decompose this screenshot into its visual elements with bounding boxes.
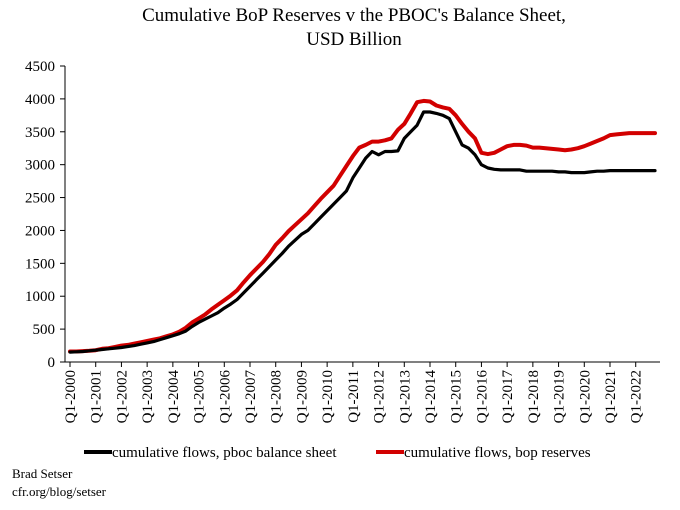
x-tick-label: Q1-2012 [372, 370, 388, 423]
x-tick-label: Q1-2005 [192, 370, 208, 423]
x-tick-label: Q1-2009 [294, 370, 310, 423]
y-tick-label: 1000 [25, 289, 55, 305]
x-tick-label: Q1-2020 [577, 370, 593, 423]
x-tick-label: Q1-2013 [397, 370, 413, 423]
x-axis: Q1-2000 Q1-2001 Q1-2002 Q1-2003 Q1-2004 Q1-20… [63, 361, 660, 424]
x-tick-label: Q1-2003 [140, 370, 156, 423]
x-tick-label: Q1-2004 [166, 370, 182, 424]
legend: cumulative flows, pboc balance sheet cum… [84, 445, 591, 461]
x-tick-label: Q1-2011 [346, 370, 362, 423]
x-tick-label: Q1-2006 [217, 370, 233, 424]
y-tick-label: 2000 [25, 223, 55, 239]
y-tick-label: 2500 [25, 191, 55, 207]
x-tick-label: Q1-2019 [552, 370, 568, 423]
y-tick-label: 3000 [25, 158, 55, 174]
x-tick-label: Q1-2008 [269, 370, 285, 423]
credit-url: cfr.org/blog/setser [12, 484, 106, 499]
x-tick-label: Q1-2001 [89, 370, 105, 423]
y-axis: 0 500 1000 1500 2000 2500 3000 3500 4000 4500 [25, 59, 66, 371]
legend-label-pboc: cumulative flows, pboc balance sheet [112, 445, 337, 461]
x-tick-label: Q1-2022 [629, 370, 645, 423]
x-tick-label: Q1-2018 [526, 370, 542, 423]
y-tick-label: 0 [48, 355, 56, 371]
x-tick-label: Q1-2007 [243, 370, 259, 424]
x-tick-label: Q1-2016 [474, 370, 490, 424]
x-tick-label: Q1-2000 [63, 370, 79, 423]
x-tick-label: Q1-2010 [320, 370, 336, 423]
chart-title: Cumulative BoP Reserves v the PBOC's Bal… [142, 5, 566, 26]
chart-subtitle: USD Billion [306, 29, 402, 50]
x-tick-label: Q1-2021 [603, 370, 619, 423]
legend-label-bop: cumulative flows, bop reserves [404, 445, 591, 461]
y-tick-label: 4500 [25, 59, 55, 75]
credit-author: Brad Setser [12, 466, 73, 481]
plot-area [68, 98, 657, 354]
series-line-pboc-balance-sheet [68, 110, 657, 354]
y-tick-label: 1500 [25, 256, 55, 272]
x-tick-label: Q1-2017 [500, 370, 516, 424]
x-tick-label: Q1-2002 [114, 370, 130, 423]
y-tick-label: 4000 [25, 92, 55, 108]
x-tick-label: Q1-2014 [423, 370, 439, 424]
y-tick-label: 500 [33, 322, 56, 338]
x-tick-label: Q1-2015 [449, 370, 465, 423]
series-line-bop-reserves [68, 98, 657, 354]
y-tick-label: 3500 [25, 125, 55, 141]
